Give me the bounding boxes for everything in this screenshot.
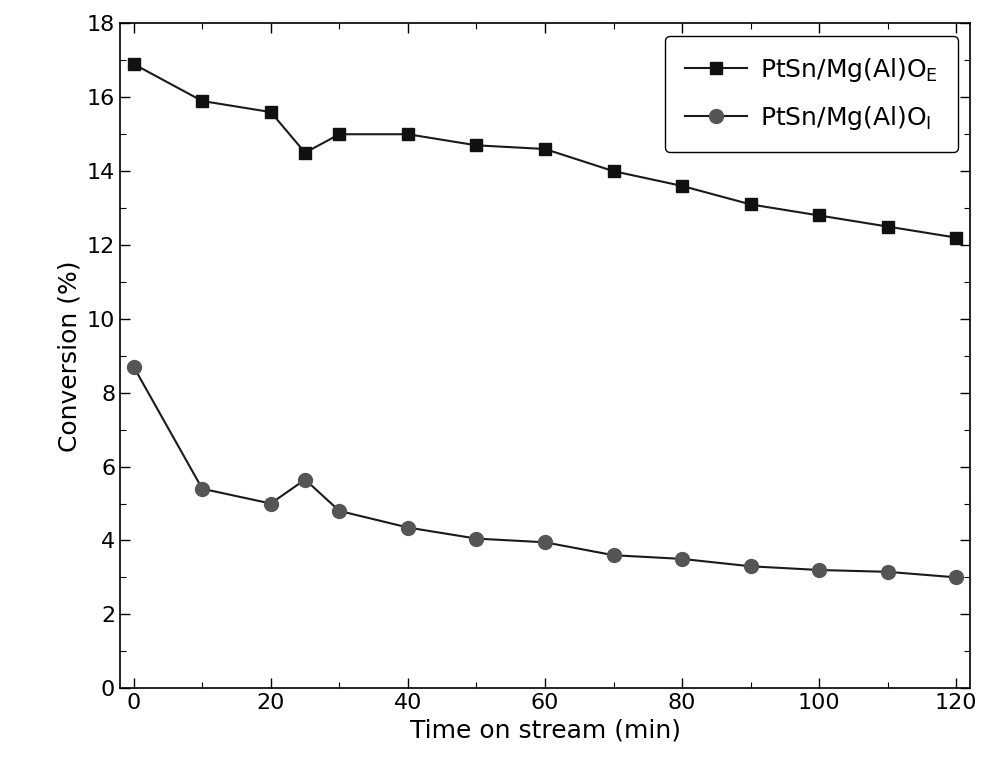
PtSn/Mg(Al)O$_\mathrm{E}$ (333, 130, 345, 139)
PtSn/Mg(Al)O$_\mathrm{I}$ (882, 567, 894, 576)
PtSn/Mg(Al)O$_\mathrm{I}$ (745, 561, 757, 571)
PtSn/Mg(Al)O$_\mathrm{E}$ (265, 107, 277, 117)
PtSn/Mg(Al)O$_\mathrm{E}$ (608, 167, 620, 176)
PtSn/Mg(Al)O$_\mathrm{E}$ (676, 181, 688, 191)
PtSn/Mg(Al)O$_\mathrm{I}$ (470, 534, 482, 543)
PtSn/Mg(Al)O$_\mathrm{I}$ (676, 554, 688, 564)
PtSn/Mg(Al)O$_\mathrm{E}$ (402, 130, 414, 139)
PtSn/Mg(Al)O$_\mathrm{E}$ (299, 148, 311, 157)
Y-axis label: Conversion (%): Conversion (%) (57, 260, 81, 451)
PtSn/Mg(Al)O$_\mathrm{I}$ (608, 551, 620, 560)
PtSn/Mg(Al)O$_\mathrm{I}$ (813, 565, 825, 575)
PtSn/Mg(Al)O$_\mathrm{I}$ (402, 523, 414, 533)
Line: PtSn/Mg(Al)O$_\mathrm{E}$: PtSn/Mg(Al)O$_\mathrm{E}$ (128, 59, 962, 243)
PtSn/Mg(Al)O$_\mathrm{E}$ (128, 59, 140, 69)
PtSn/Mg(Al)O$_\mathrm{E}$ (539, 145, 551, 154)
Line: PtSn/Mg(Al)O$_\mathrm{I}$: PtSn/Mg(Al)O$_\mathrm{I}$ (127, 360, 963, 584)
PtSn/Mg(Al)O$_\mathrm{E}$ (882, 222, 894, 231)
PtSn/Mg(Al)O$_\mathrm{I}$ (128, 362, 140, 371)
PtSn/Mg(Al)O$_\mathrm{I}$ (539, 537, 551, 547)
PtSn/Mg(Al)O$_\mathrm{E}$ (470, 141, 482, 150)
PtSn/Mg(Al)O$_\mathrm{I}$ (299, 475, 311, 484)
PtSn/Mg(Al)O$_\mathrm{E}$ (813, 211, 825, 221)
PtSn/Mg(Al)O$_\mathrm{E}$ (745, 199, 757, 209)
PtSn/Mg(Al)O$_\mathrm{E}$ (196, 96, 208, 106)
PtSn/Mg(Al)O$_\mathrm{I}$ (196, 484, 208, 493)
PtSn/Mg(Al)O$_\mathrm{I}$ (333, 506, 345, 515)
PtSn/Mg(Al)O$_\mathrm{I}$ (950, 572, 962, 582)
PtSn/Mg(Al)O$_\mathrm{I}$ (265, 499, 277, 508)
Legend: PtSn/Mg(Al)O$_\mathrm{E}$, PtSn/Mg(Al)O$_\mathrm{I}$: PtSn/Mg(Al)O$_\mathrm{E}$, PtSn/Mg(Al)O$… (665, 36, 958, 152)
X-axis label: Time on stream (min): Time on stream (min) (410, 719, 680, 743)
PtSn/Mg(Al)O$_\mathrm{E}$ (950, 233, 962, 242)
